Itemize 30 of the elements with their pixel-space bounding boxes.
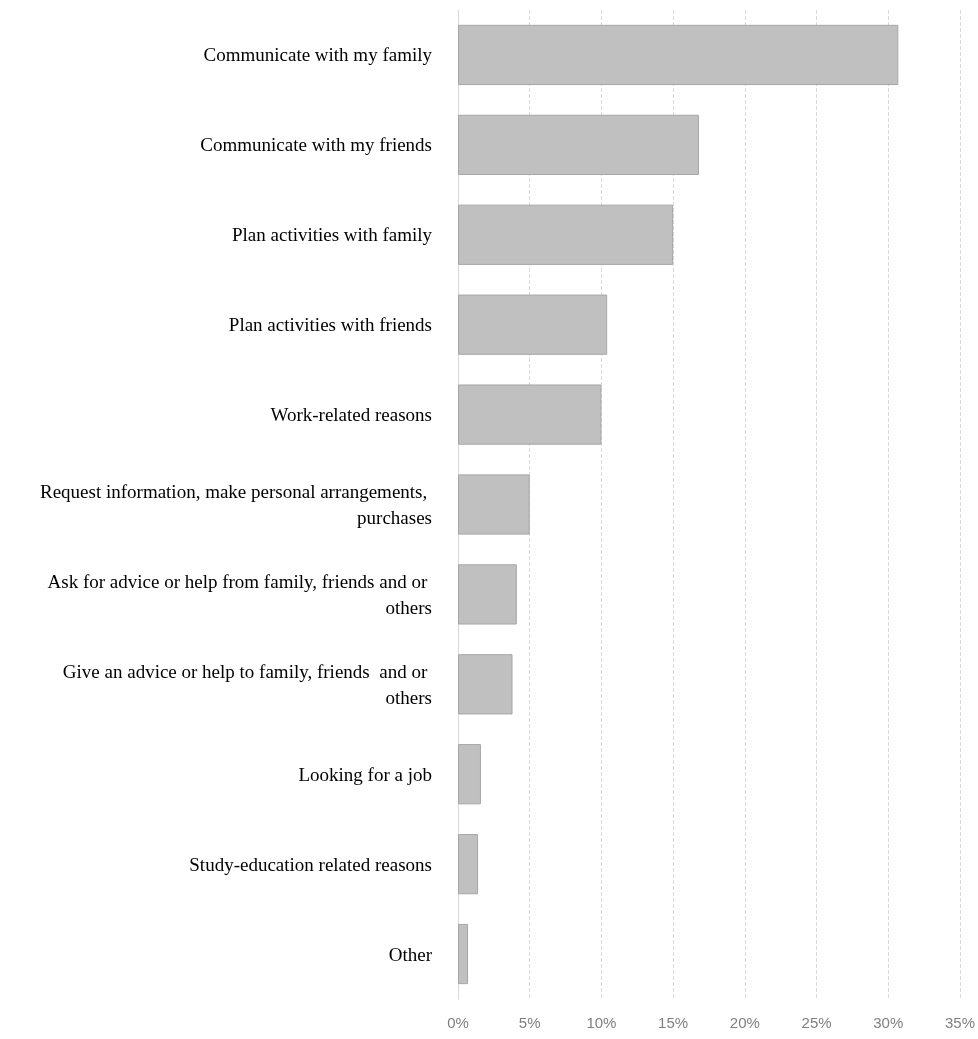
y-tick-label: Request information, make personal arrangements, purchases xyxy=(39,481,432,528)
x-tick-label: 0% xyxy=(447,1014,469,1031)
bar xyxy=(458,114,699,175)
x-tick-label: 30% xyxy=(873,1014,904,1031)
x-tick-label: 10% xyxy=(586,1014,617,1031)
bar xyxy=(458,654,513,715)
bar xyxy=(458,204,674,265)
x-tick-label: 25% xyxy=(801,1014,832,1031)
y-tick-label: Looking for a job xyxy=(298,763,432,785)
y-tick-label: Give an advice or help to family, friends and or others xyxy=(62,660,432,708)
bar xyxy=(458,744,481,805)
x-tick-label: 35% xyxy=(944,1014,975,1031)
bar xyxy=(458,24,899,86)
bar xyxy=(458,294,608,355)
bar xyxy=(458,834,479,895)
x-tick-label: 15% xyxy=(658,1014,689,1031)
bar xyxy=(458,564,517,625)
bar xyxy=(458,474,530,535)
y-tick-label: Ask for advice or help from family, friends and or others xyxy=(47,570,432,618)
bar xyxy=(458,923,469,985)
y-tick-label: Study-education related reasons xyxy=(189,853,432,875)
y-tick-label: Work-related reasons xyxy=(270,404,432,426)
y-tick-label: Other xyxy=(388,943,433,965)
y-tick-label: Plan activities with family xyxy=(232,224,433,246)
y-tick-label: Communicate with my family xyxy=(203,44,433,66)
x-tick-label: 5% xyxy=(518,1014,541,1031)
y-tick-label: Communicate with my friends xyxy=(200,134,432,156)
x-tick-label: 20% xyxy=(729,1014,760,1031)
y-tick-label: Plan activities with friends xyxy=(228,314,432,336)
bar xyxy=(458,384,602,445)
